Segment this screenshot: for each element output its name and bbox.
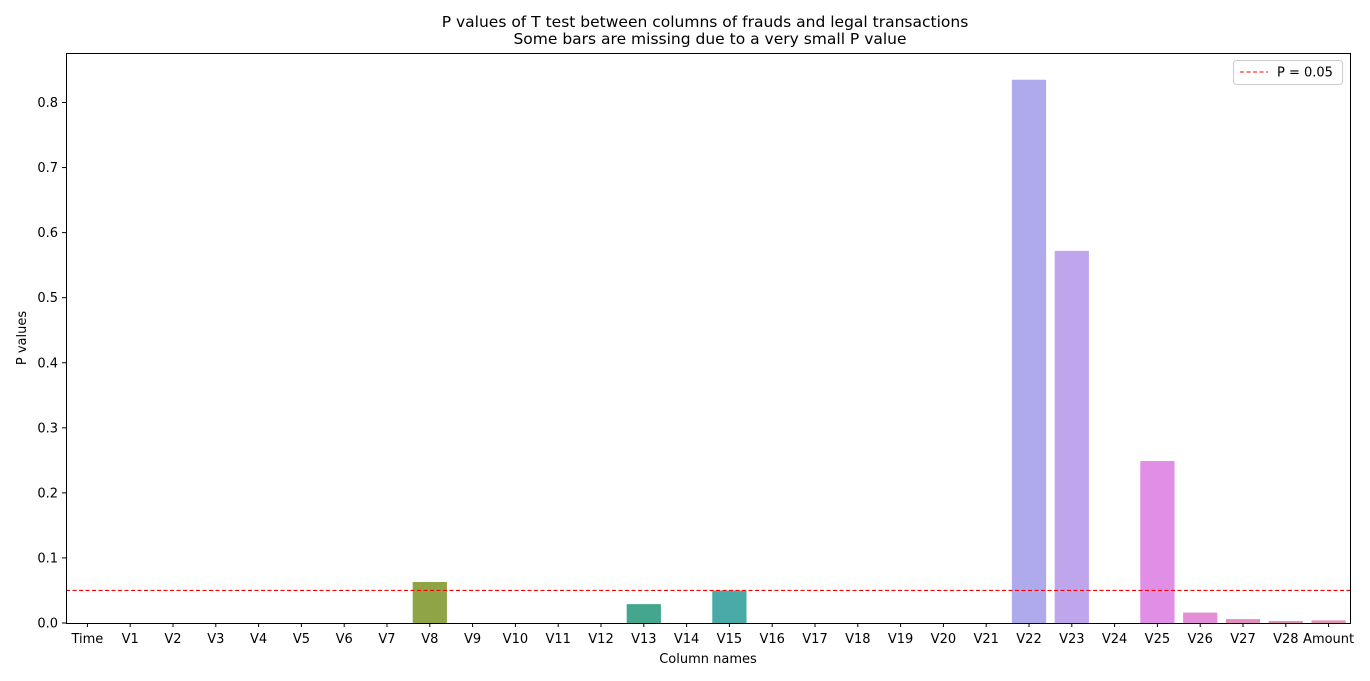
x-tick-label: V16 [759, 632, 784, 647]
chart-title: P values of T test between columns of fr… [442, 13, 969, 31]
x-tick-label: V2 [164, 632, 181, 647]
x-tick-label: V10 [503, 632, 528, 647]
x-tick-label: V26 [1187, 632, 1212, 647]
y-tick-label: 0.7 [37, 161, 58, 176]
x-tick-label: V20 [931, 632, 956, 647]
y-tick-label: 0.0 [37, 617, 58, 632]
bar-v25 [1140, 460, 1175, 623]
x-tick-label: V23 [1059, 632, 1084, 647]
y-tick-label: 0.6 [37, 226, 58, 241]
bar-v27 [1225, 619, 1261, 623]
x-tick-label: V8 [421, 632, 438, 647]
x-tick-label: V15 [717, 632, 742, 647]
x-tick-label: V21 [973, 632, 998, 647]
bar-v28 [1268, 621, 1303, 623]
y-tick-label: 0.5 [37, 291, 58, 306]
bar-amount [1311, 620, 1346, 623]
x-tick-label: V12 [588, 632, 613, 647]
x-tick-label: V28 [1273, 632, 1298, 647]
x-tick-label: V25 [1145, 632, 1170, 647]
bar-v15 [712, 590, 747, 623]
x-tick-label: V24 [1102, 632, 1127, 647]
y-tick-label: 0.2 [37, 486, 58, 501]
bar-v26 [1183, 612, 1218, 623]
chart-subtitle: Some bars are missing due to a very smal… [513, 30, 906, 48]
x-tick-label: V6 [336, 632, 353, 647]
x-tick-label: V27 [1230, 632, 1255, 647]
y-tick-label: 0.8 [37, 96, 58, 111]
legend: P = 0.05 [1233, 60, 1343, 85]
bar-v8 [412, 582, 447, 623]
y-tick-label: 0.4 [37, 356, 58, 371]
bar-v13 [626, 604, 661, 623]
legend-label: P = 0.05 [1277, 66, 1333, 81]
x-tick-label: V11 [545, 632, 570, 647]
legend-box [1233, 60, 1343, 85]
x-tick-label: V22 [1016, 632, 1041, 647]
y-axis-label: P values [15, 311, 30, 365]
bar-v22 [1011, 79, 1047, 623]
x-tick-label: V13 [631, 632, 656, 647]
x-tick-label: V5 [293, 632, 310, 647]
x-tick-label: Time [70, 632, 103, 647]
x-axis-label: Column names [659, 652, 757, 667]
x-tick-label: V18 [845, 632, 870, 647]
x-tick-label: V4 [250, 632, 267, 647]
x-tick-label: V1 [122, 632, 139, 647]
x-tick-label: V3 [207, 632, 224, 647]
x-tick-label: Amount [1303, 632, 1354, 647]
y-tick-label: 0.3 [37, 421, 58, 436]
y-tick-label: 0.1 [37, 551, 58, 566]
x-tick-label: V17 [802, 632, 827, 647]
x-tick-label: V9 [464, 632, 481, 647]
bars [412, 79, 1346, 623]
plot-frame [66, 53, 1351, 624]
y-axis-ticks: 0.0 0.1 0.2 0.3 0.4 0.5 0.6 0.7 0.8 [37, 96, 66, 632]
x-tick-label: V19 [888, 632, 913, 647]
x-tick-label: V14 [674, 632, 699, 647]
x-tick-label: V7 [378, 632, 395, 647]
x-axis-ticks: Time V1 V2 V3 V4 V5 V6 V7 V8 V9 V10 V11 V12 V13 V14 V15… [70, 623, 1354, 647]
bar-v23 [1054, 250, 1089, 623]
